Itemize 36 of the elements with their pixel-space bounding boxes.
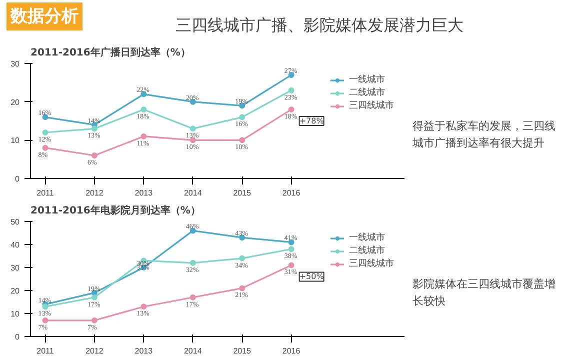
x-tick-label: 2013 — [134, 346, 154, 356]
text: 数据分析 — [10, 6, 78, 26]
y-tick-label: 20 — [10, 98, 20, 107]
text: 三四线城市广播、影院媒体发展潜力巨大 — [176, 16, 464, 34]
text: 影院媒体在三四线城市覆盖增长较快 — [412, 277, 556, 308]
legend-label: 二线城市 — [349, 86, 385, 99]
x-tick-label: 2015 — [233, 346, 252, 356]
text: 得益于私家车的发展，三四线城市广播到达率有很大提升 — [412, 119, 556, 150]
chart-title: 2011-2016年广播日到达率（%） — [30, 46, 190, 58]
legend-label: 三四线城市 — [349, 100, 394, 112]
y-tick-label: 10 — [10, 136, 20, 146]
annotation: +50% — [299, 272, 324, 282]
x-tick-label: 2016 — [282, 188, 301, 198]
x-tick-label: 2016 — [282, 346, 301, 356]
y-tick-label: 30 — [10, 60, 20, 68]
annotation: +78% — [299, 116, 324, 126]
x-tick-label: 2012 — [86, 188, 104, 198]
x-tick-label: 2015 — [233, 188, 252, 198]
x-tick-label: 2011 — [36, 346, 54, 356]
y-tick-label: 0 — [15, 332, 20, 342]
y-tick-label: 50 — [10, 218, 20, 226]
x-tick-label: 2013 — [134, 188, 154, 198]
x-tick-label: 2014 — [184, 188, 202, 198]
legend-label: 一线城市 — [349, 232, 385, 244]
x-tick-label: 2011 — [36, 188, 54, 198]
y-tick-label: 20 — [10, 286, 20, 296]
legend-label: 一线城市 — [349, 74, 385, 86]
y-tick-label: 30 — [10, 264, 20, 272]
x-tick-label: 2014 — [184, 346, 202, 356]
chart-title: 2011-2016年电影院月到达率（%） — [30, 204, 200, 216]
legend-label: 三四线城市 — [349, 258, 394, 270]
x-tick-label: 2012 — [86, 346, 104, 356]
y-tick-label: 10 — [10, 310, 20, 318]
legend-label: 二线城市 — [349, 244, 385, 257]
y-tick-label: 0 — [15, 174, 20, 184]
y-tick-label: 40 — [10, 240, 20, 250]
